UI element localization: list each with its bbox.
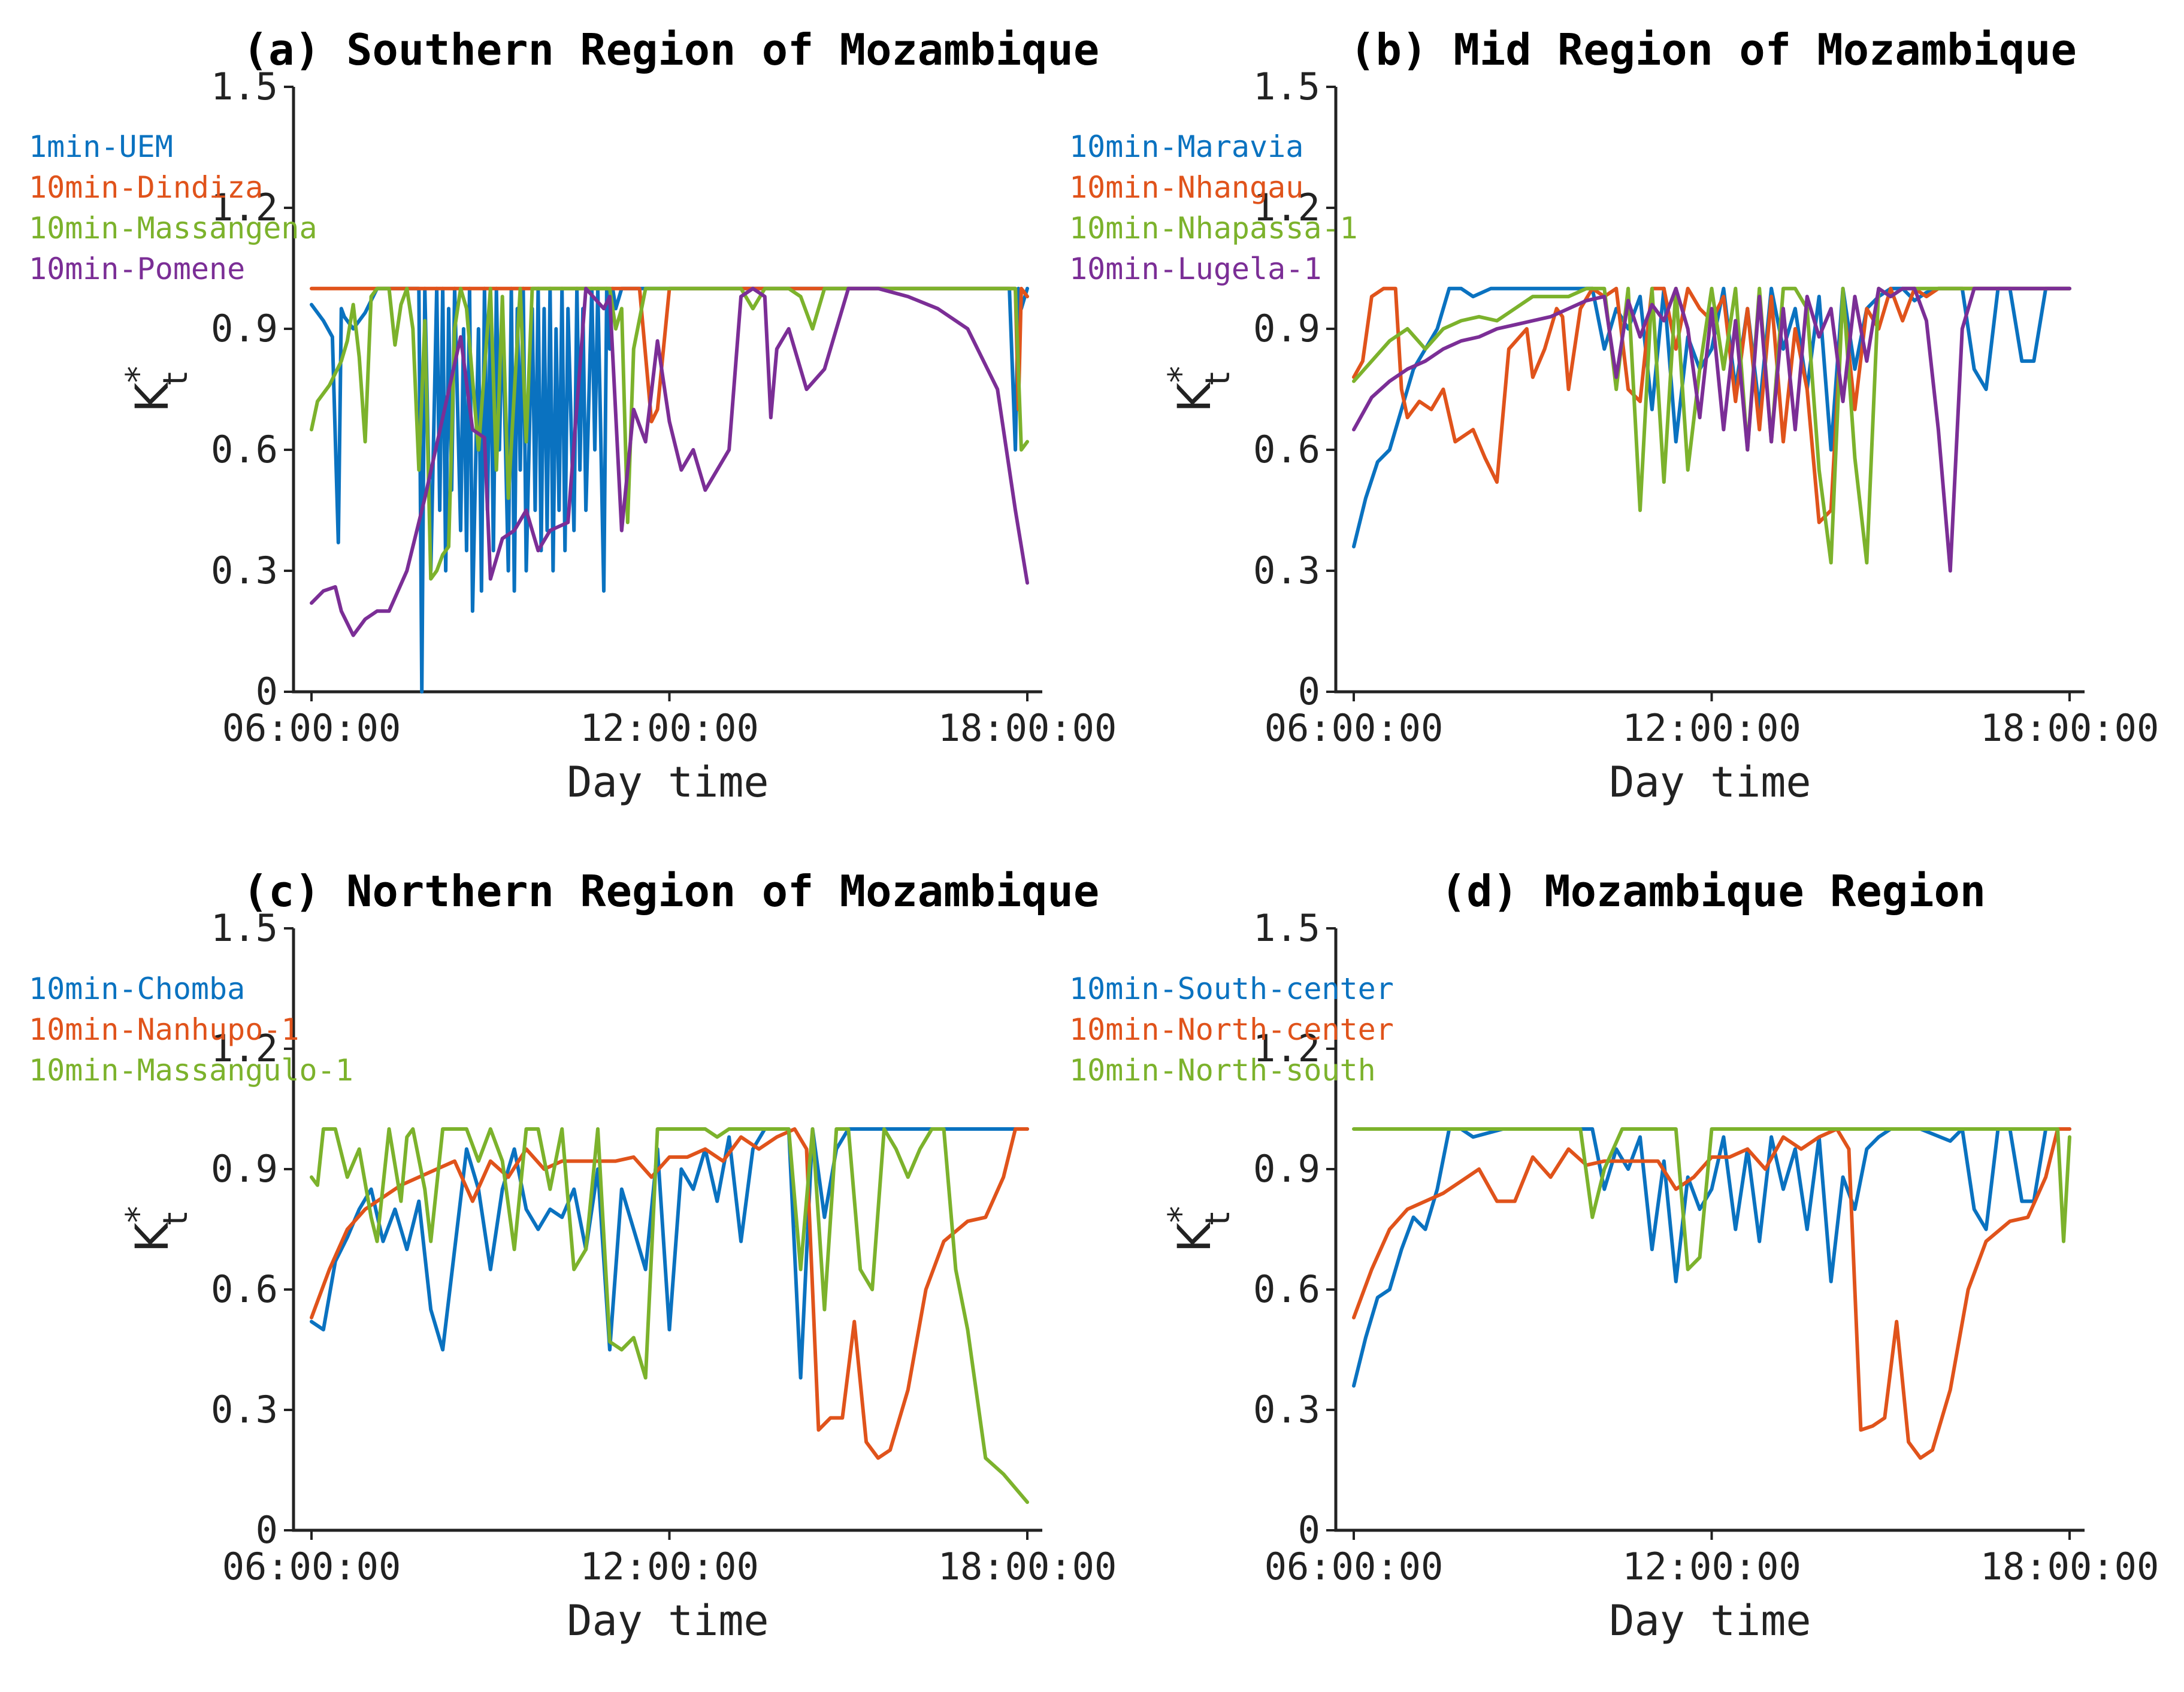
y-tick-label: 0.6 xyxy=(1253,428,1320,471)
legend-entry: 10min-Chomba xyxy=(29,971,245,1006)
x-tick-label: 18:00:00 xyxy=(938,1545,1117,1588)
y-tick-label: 1.5 xyxy=(211,65,278,108)
y-tick-label: 0.9 xyxy=(1253,1147,1320,1191)
legend-entry: 10min-Lugela-1 xyxy=(1069,252,1321,286)
panel-a-title: (a) Southern Region of Mozambique xyxy=(243,25,1099,75)
x-axis-label: Day time xyxy=(1609,1596,1811,1645)
series-line-10min-nhangau xyxy=(1352,286,2071,525)
x-axis-label: Day time xyxy=(567,1596,769,1645)
y-axis-label: K*t xyxy=(1161,1206,1238,1253)
y-axis-label: K*t xyxy=(1161,366,1238,413)
y-tick-label: 0 xyxy=(1298,1508,1320,1552)
axes-spines xyxy=(1334,928,2085,1532)
axes-spines xyxy=(292,87,1042,694)
panel-c-title: (c) Northern Region of Mozambique xyxy=(243,866,1099,916)
legend-entry: 10min-Nhangau xyxy=(1069,170,1303,205)
panel-d-title: (d) Mozambique Region xyxy=(1441,866,1986,916)
x-tick-label: 12:00:00 xyxy=(1622,1545,1801,1588)
legend-entry: 10min-Massangulo-1 xyxy=(29,1053,353,1088)
y-tick-label: 0.9 xyxy=(211,1147,278,1191)
y-tick-label: 0 xyxy=(256,670,278,713)
panel-d: (d) Mozambique Region 0 0.3 0.6 0.9 1.2 1.5 06… xyxy=(1069,866,2159,1645)
y-tick-label: 0.9 xyxy=(211,307,278,350)
y-tick-label: 1.2 xyxy=(1253,1027,1320,1070)
y-tick-label: 0 xyxy=(1298,670,1320,713)
y-tick-label: 0.3 xyxy=(211,1388,278,1431)
x-tick-label: 06:00:00 xyxy=(1265,706,1444,750)
legend-entry: 10min-Dindiza xyxy=(29,170,263,205)
y-tick-label: 1.2 xyxy=(211,1027,278,1070)
x-tick-label: 18:00:00 xyxy=(1980,1545,2159,1588)
y-tick-label: 1.2 xyxy=(211,186,278,229)
x-tick-label: 06:00:00 xyxy=(222,706,401,750)
y-tick-label: 1.5 xyxy=(1253,906,1320,950)
legend-entry: 1min-UEM xyxy=(29,129,173,164)
legend-entry: 10min-Maravia xyxy=(1069,129,1303,164)
panel-c: (c) Northern Region of Mozambique 0 0.3 0.… xyxy=(29,866,1117,1645)
x-tick-label: 12:00:00 xyxy=(580,1545,759,1588)
legend-entry: 10min-Nhapassa-1 xyxy=(1069,211,1358,246)
legend-entry: 10min-Nanhupo-1 xyxy=(29,1012,300,1047)
series-line-10min-north-south xyxy=(1352,1127,2071,1272)
y-tick-label: 0.9 xyxy=(1253,307,1320,350)
series-line-10min-south-center xyxy=(1352,1127,2071,1388)
panel-b: (b) Mid Region of Mozambique 0 0.3 0.6 0.9 1… xyxy=(1069,25,2159,807)
series-line-10min-lugela-1 xyxy=(1352,286,2071,573)
y-tick-label: 0.3 xyxy=(1253,1388,1320,1431)
legend-entry: 10min-Massangena xyxy=(29,211,317,246)
y-tick-label: 0 xyxy=(256,1508,278,1552)
y-tick-label: 1.2 xyxy=(1253,186,1320,229)
y-axis-label: K*t xyxy=(119,366,195,413)
y-tick-label: 0.3 xyxy=(211,549,278,592)
series-line-10min-massangena xyxy=(310,286,1029,581)
y-tick-label: 1.5 xyxy=(211,906,278,950)
axes-spines xyxy=(292,928,1042,1532)
y-tick-label: 0.6 xyxy=(211,1267,278,1311)
x-tick-label: 18:00:00 xyxy=(938,706,1117,750)
x-axis-label: Day time xyxy=(567,758,769,807)
legend-entry: 10min-North-center xyxy=(1069,1012,1394,1047)
panel-b-title: (b) Mid Region of Mozambique xyxy=(1350,25,2077,75)
y-axis-label: K*t xyxy=(119,1206,195,1253)
axes-spines xyxy=(1334,87,2085,694)
x-tick-label: 12:00:00 xyxy=(1622,706,1801,750)
x-tick-label: 12:00:00 xyxy=(580,706,759,750)
x-tick-label: 18:00:00 xyxy=(1980,706,2159,750)
x-tick-label: 06:00:00 xyxy=(222,1545,401,1588)
series-line-10min-north-center xyxy=(1352,1127,2071,1460)
legend-entry: 10min-North-south xyxy=(1069,1053,1376,1088)
x-axis-label: Day time xyxy=(1609,758,1811,807)
y-tick-label: 0.3 xyxy=(1253,549,1320,592)
y-tick-label: 1.5 xyxy=(1253,65,1320,108)
series-line-10min-pomene xyxy=(310,286,1029,637)
series-line-10min-massangulo-1 xyxy=(310,1127,1029,1505)
panel-a: (a) Southern Region of Mozambique 0 0.3 0.… xyxy=(29,25,1117,807)
legend-entry: 10min-Pomene xyxy=(29,252,245,286)
series-line-1min-uem xyxy=(310,286,1029,694)
series-line-10min-nanhupo-1 xyxy=(310,1127,1029,1460)
series-line-10min-chomba xyxy=(310,1127,1029,1380)
x-tick-label: 06:00:00 xyxy=(1265,1545,1444,1588)
y-tick-label: 0.6 xyxy=(1253,1267,1320,1311)
legend-entry: 10min-South-center xyxy=(1069,971,1394,1006)
y-tick-label: 0.6 xyxy=(211,428,278,471)
